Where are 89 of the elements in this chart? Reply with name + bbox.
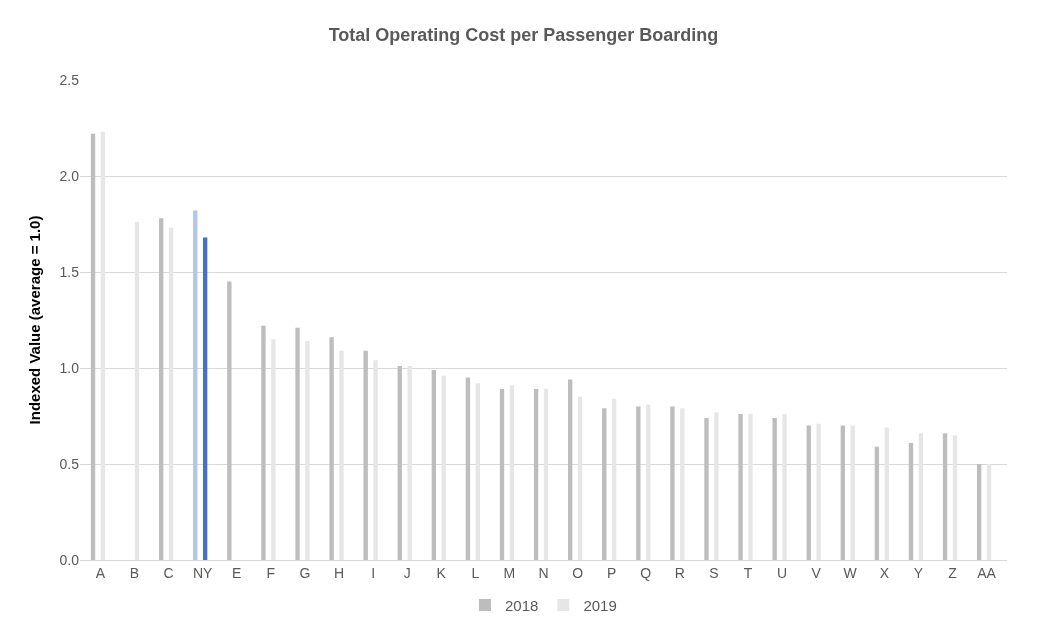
x-tick-label: E: [232, 564, 242, 581]
x-tick-label: L: [471, 564, 480, 581]
bar: [271, 339, 276, 560]
bar: [329, 337, 334, 560]
bar: [373, 360, 378, 560]
bar: [509, 385, 515, 560]
bar: [295, 327, 300, 560]
y-tick-label: 0.5: [59, 455, 80, 472]
bar: [646, 404, 651, 560]
bar: [704, 417, 709, 560]
legend-label: 2019: [583, 596, 617, 614]
bar: [636, 406, 641, 560]
x-tick-label: F: [266, 564, 276, 581]
x-tick-label: X: [879, 564, 890, 581]
bar: [611, 398, 617, 560]
y-tick-label: 0.0: [59, 551, 80, 568]
x-tick-label: H: [333, 564, 345, 581]
bar: [884, 427, 889, 560]
bar: [193, 210, 198, 560]
x-tick-label: M: [503, 564, 516, 581]
bar: [227, 281, 232, 560]
x-tick-label: G: [299, 564, 311, 581]
x-tick-label: S: [709, 564, 719, 581]
bar: [680, 408, 685, 560]
bar: [850, 425, 855, 560]
y-tick-label: 1.0: [59, 359, 80, 376]
x-tick-label: W: [843, 564, 858, 581]
bar: [738, 414, 743, 560]
bar: [816, 423, 821, 560]
bar: [782, 414, 787, 560]
x-tick-label: Y: [913, 564, 924, 581]
y-tick-label: 2.0: [59, 167, 80, 184]
x-tick-label: A: [95, 564, 106, 581]
bar: [748, 414, 753, 560]
x-tick-label: K: [436, 564, 447, 581]
bar: [134, 222, 140, 560]
bar: [202, 237, 208, 560]
x-tick-label: Q: [640, 564, 652, 581]
bar: [874, 446, 880, 560]
x-tick-label: O: [572, 564, 584, 581]
x-tick-label: T: [743, 564, 753, 581]
x-tick-label: J: [403, 564, 411, 581]
bar: [339, 350, 344, 560]
bar: [772, 417, 777, 560]
x-tick-label: AA: [977, 564, 997, 581]
bar: [567, 379, 573, 560]
bar: [100, 131, 106, 560]
x-tick-label: Z: [948, 564, 958, 581]
x-tick-label: I: [371, 564, 376, 581]
bar: [543, 389, 549, 560]
bar: [363, 350, 368, 560]
legend-label: 2018: [505, 596, 539, 614]
x-tick-label: R: [674, 564, 685, 581]
bar: [952, 435, 958, 560]
bar: [806, 425, 811, 560]
bar: [918, 433, 924, 560]
x-tick-label: B: [129, 564, 140, 581]
y-tick-label: 2.5: [59, 71, 80, 88]
x-tick-label: NY: [192, 564, 214, 581]
bar: [602, 408, 607, 560]
x-tick-label: C: [163, 564, 174, 581]
bar: [908, 442, 914, 560]
bar: [305, 341, 310, 560]
x-tick-label: N: [538, 564, 549, 581]
bar: [670, 406, 675, 560]
bar: [475, 383, 480, 560]
bar: [407, 366, 412, 560]
x-tick-label: V: [811, 564, 822, 581]
bar: [976, 464, 982, 560]
x-tick-label: U: [777, 564, 788, 581]
x-tick-label: P: [606, 564, 617, 581]
bar: [90, 133, 96, 560]
bar: [499, 389, 505, 560]
bar: [431, 369, 437, 560]
bar: [465, 377, 471, 560]
bar: [714, 412, 719, 560]
bar: [986, 464, 992, 560]
bar: [168, 227, 174, 560]
bar: [840, 425, 845, 560]
y-tick-label: 1.5: [59, 263, 80, 280]
y-axis-title: Indexed Value (average = 1.0): [26, 215, 43, 425]
bar: [397, 366, 402, 560]
bar: [533, 389, 539, 560]
chart-title: Total Operating Cost per Passenger Boarding: [328, 25, 719, 46]
bar: [942, 433, 948, 560]
bar: [441, 375, 446, 560]
bar: [577, 396, 583, 560]
bar: [261, 325, 266, 560]
bar: [159, 218, 164, 560]
